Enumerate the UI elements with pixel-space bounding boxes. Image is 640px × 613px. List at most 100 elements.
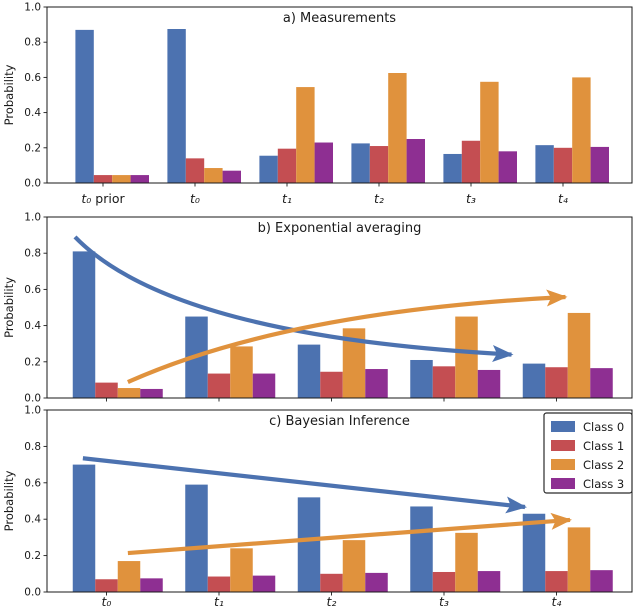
chart-title: b) Exponential averaging (258, 221, 422, 236)
bar-class2 (342, 328, 366, 398)
class2-growth-arrow (127, 512, 572, 556)
bar-class2 (296, 87, 315, 183)
x-tick-label: t₂ (374, 191, 384, 206)
y-tick-label: 0.4 (24, 320, 41, 332)
legend-label: Class 0 (583, 420, 624, 434)
bar-class0 (410, 506, 433, 592)
bar-class1 (432, 571, 456, 592)
legend-swatch-class3 (551, 478, 575, 489)
bar-class1 (95, 579, 118, 592)
legend-box (543, 412, 633, 494)
bar-class2 (112, 175, 131, 183)
chart-title: a) Measurements (283, 11, 396, 26)
legend-label: Class 3 (583, 477, 624, 491)
bar-class0 (185, 484, 208, 592)
bar-class1 (95, 382, 118, 398)
bar-class0 (72, 251, 96, 398)
bar-class1 (553, 147, 573, 183)
chart-c: 0.0 0.2 0.4 0.6 0.8 1.0 Probability t₀ t₁ t₂ t₃ t₄ c… (2, 405, 633, 609)
chart-b: 0.0 0.2 0.4 0.6 0.8 1.0 Probability b) Exponent… (2, 212, 633, 405)
plot-frame (46, 409, 633, 593)
bar-class2 (480, 81, 499, 183)
bar-class1 (545, 367, 568, 398)
bar-class0 (167, 29, 186, 183)
bar-class3 (252, 373, 276, 398)
bar-class3 (140, 388, 163, 398)
bar-class0 (351, 143, 370, 183)
x-tick-label: t₂ (327, 594, 337, 609)
bar-class3 (590, 146, 609, 183)
bar-class0 (410, 359, 433, 398)
bar-class0 (443, 153, 462, 183)
legend-label: Class 1 (583, 439, 624, 453)
plot-frame (46, 6, 633, 184)
y-axis-label: Probability (2, 64, 16, 125)
legend-label: Class 2 (583, 458, 624, 472)
bar-class0 (75, 29, 94, 183)
x-tick-label: t₄ (552, 594, 562, 609)
bar-class2 (388, 73, 407, 183)
y-axis-label: Probability (2, 277, 16, 338)
bar-class1 (277, 148, 297, 183)
x-tick-label: t₀ (190, 191, 200, 206)
x-tick-label: t₁ (214, 594, 224, 609)
bar-class1 (461, 140, 481, 183)
y-tick-label: 0.0 (24, 393, 41, 405)
bar-class2 (455, 316, 478, 398)
x-tick-label: t₃ (466, 191, 476, 206)
bar-class0 (72, 464, 96, 592)
x-tick-label: t₄ (558, 191, 568, 206)
bar-class2 (455, 532, 478, 592)
y-axis-label: Probability (2, 470, 16, 531)
bar-class3 (252, 575, 276, 592)
legend-swatch-class1 (551, 440, 575, 451)
x-tick-label: t₁ (282, 191, 292, 206)
bar-class3 (222, 170, 241, 183)
bar-class3 (477, 571, 501, 592)
bar-class1 (369, 146, 389, 183)
y-tick-label: 0.4 (24, 107, 41, 119)
y-tick-label: 0.6 (24, 72, 41, 84)
bar-class1 (320, 371, 343, 398)
bar-class2 (204, 168, 223, 183)
y-tick-label: 0.2 (24, 142, 41, 154)
bar-class0 (522, 513, 546, 592)
bar-class3 (130, 175, 149, 183)
bar-class1 (185, 158, 205, 183)
y-tick-label: 1.0 (24, 2, 41, 14)
bar-class2 (567, 312, 591, 398)
class0-decline-arrow (82, 456, 527, 514)
bar-class2 (567, 527, 591, 592)
bar-class0 (297, 497, 321, 592)
bar-class1 (93, 175, 113, 183)
y-tick-label: 0.0 (24, 178, 41, 190)
y-tick-label: 0.2 (24, 550, 41, 562)
class0-decay-arrow (73, 235, 514, 363)
y-tick-label: 0.4 (24, 514, 41, 526)
legend: Class 0 Class 1 Class 2 Class 3 (543, 412, 633, 494)
bar-class2 (117, 561, 141, 592)
chart-a: 0.0 0.2 0.4 0.6 0.8 1.0 Probability t₀ prior t₀ t… (2, 2, 633, 206)
chart-title: c) Bayesian Inference (269, 414, 410, 429)
bar-class0 (259, 155, 278, 183)
bar-class1 (207, 576, 231, 592)
x-tick-label: t₃ (439, 594, 449, 609)
bar-class2 (117, 388, 141, 398)
y-tick-label: 0.2 (24, 356, 41, 368)
plot-frame (46, 216, 633, 399)
bar-class3 (140, 578, 163, 592)
y-tick-label: 0.8 (24, 248, 41, 260)
bar-class3 (477, 369, 501, 398)
bar-class2 (230, 548, 253, 592)
bar-class2 (230, 346, 253, 398)
legend-swatch-class2 (551, 459, 575, 470)
y-tick-label: 1.0 (24, 212, 41, 224)
legend-swatch-class0 (551, 421, 575, 432)
bar-class3 (498, 151, 517, 183)
class2-rise-arrow (127, 289, 568, 384)
bar-class3 (590, 368, 613, 398)
bar-class3 (314, 142, 333, 183)
y-tick-label: 0.0 (24, 587, 41, 599)
